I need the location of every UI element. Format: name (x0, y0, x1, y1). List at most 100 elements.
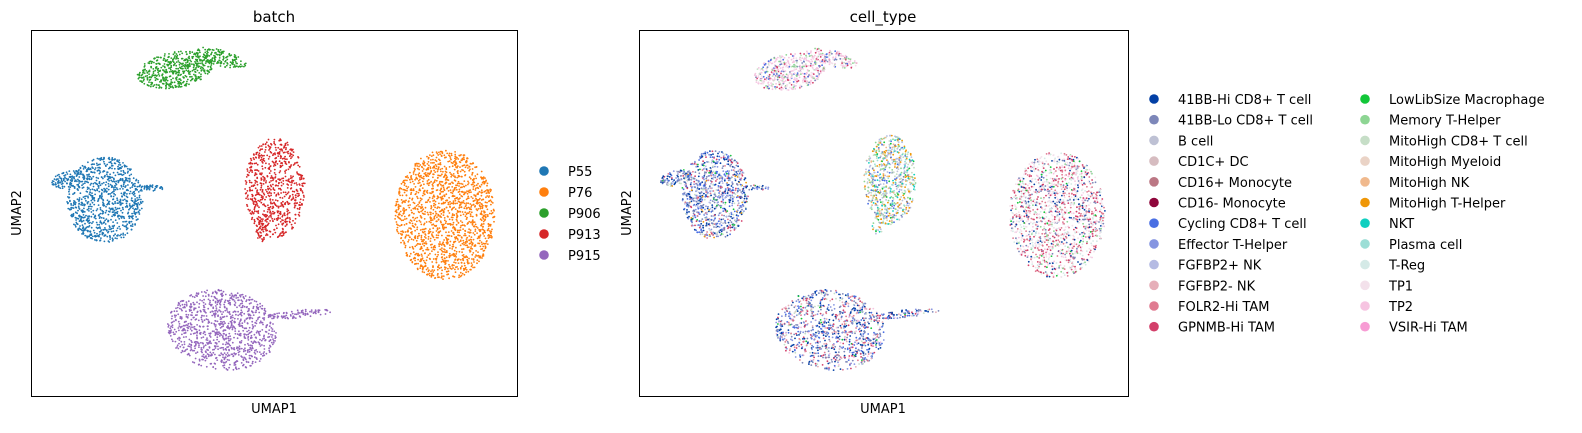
point (247, 313, 250, 315)
point (114, 188, 117, 191)
point (210, 354, 213, 357)
point (259, 322, 261, 324)
point (464, 242, 467, 245)
point (70, 202, 72, 205)
point (466, 197, 469, 200)
point (73, 185, 76, 188)
point (53, 178, 56, 181)
point (248, 186, 251, 189)
point (196, 330, 199, 333)
point (436, 255, 439, 258)
point (121, 215, 124, 218)
point (78, 202, 81, 205)
point (70, 208, 72, 211)
point (467, 231, 469, 234)
point (468, 239, 470, 242)
point (471, 219, 474, 222)
point (81, 180, 84, 183)
point (466, 258, 469, 261)
point (420, 253, 423, 256)
point (449, 200, 451, 203)
point (255, 309, 258, 312)
point (163, 57, 166, 60)
point (464, 215, 467, 218)
point (441, 151, 444, 154)
point (449, 189, 452, 192)
point (250, 340, 253, 343)
point (90, 208, 92, 210)
point (463, 170, 466, 173)
point (257, 308, 260, 311)
point (268, 230, 271, 233)
point (288, 211, 291, 214)
point (202, 356, 205, 358)
point (254, 311, 257, 314)
point (462, 228, 464, 231)
point (108, 158, 111, 161)
point (74, 211, 77, 214)
point (71, 180, 73, 183)
point (297, 164, 300, 167)
point (146, 74, 149, 77)
point (152, 189, 155, 192)
point (270, 194, 272, 197)
point (493, 220, 495, 223)
point (429, 154, 431, 157)
point (203, 315, 205, 317)
point (409, 181, 412, 184)
point (472, 179, 474, 182)
point (482, 253, 485, 256)
point (435, 151, 438, 154)
point (403, 224, 406, 226)
point (257, 170, 260, 172)
point (73, 177, 76, 180)
point (424, 173, 427, 176)
point (245, 176, 248, 178)
point (190, 323, 193, 326)
point (429, 237, 432, 240)
point (122, 236, 125, 239)
point (86, 177, 88, 180)
point (194, 74, 197, 77)
point (267, 185, 269, 188)
point (214, 55, 216, 58)
point (148, 69, 151, 72)
point (441, 190, 444, 193)
point (271, 343, 274, 346)
point (280, 162, 282, 165)
point (427, 178, 430, 181)
point (253, 154, 255, 156)
point (196, 54, 199, 57)
point (481, 205, 483, 208)
point (278, 181, 280, 184)
point (214, 52, 216, 54)
point (272, 340, 275, 342)
point (183, 65, 186, 68)
point (104, 228, 107, 231)
point (427, 254, 430, 256)
point (455, 266, 457, 269)
point (290, 184, 293, 186)
point (433, 161, 435, 164)
point (453, 264, 455, 267)
point (293, 163, 296, 165)
point (457, 172, 459, 175)
point (442, 278, 444, 280)
point (470, 246, 472, 248)
point (131, 217, 134, 220)
point (138, 196, 141, 199)
point (459, 275, 462, 278)
point (269, 321, 272, 324)
point (86, 236, 89, 239)
point (448, 166, 451, 168)
point (251, 324, 254, 326)
point (253, 222, 256, 225)
point (296, 161, 299, 164)
point (131, 182, 133, 184)
point (399, 210, 402, 213)
point (253, 220, 256, 223)
point (490, 236, 493, 239)
point (264, 198, 266, 201)
point (463, 264, 466, 267)
point (476, 193, 479, 196)
